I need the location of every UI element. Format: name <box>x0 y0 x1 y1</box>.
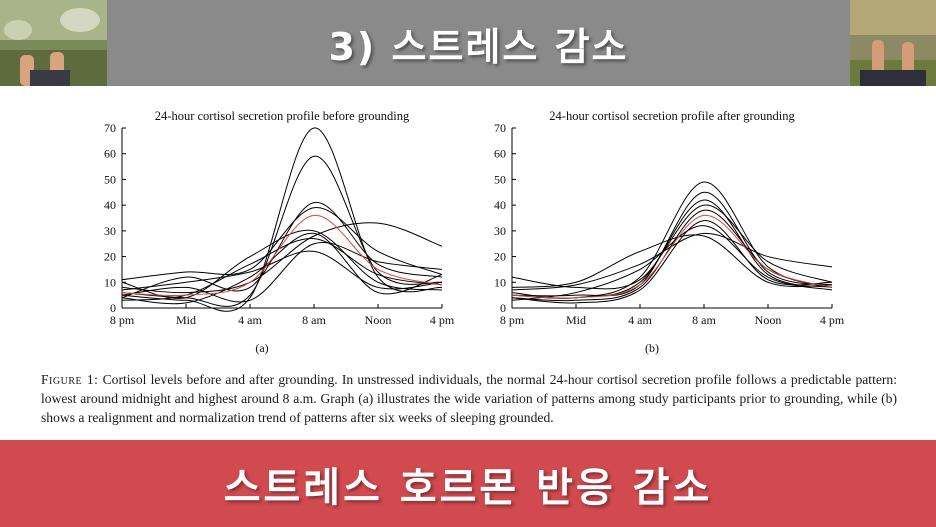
chart-svg-before: 24-hour cortisol secretion profile befor… <box>104 109 455 355</box>
series-line <box>511 191 833 297</box>
series-line <box>121 202 443 299</box>
series-line <box>121 232 443 305</box>
y-tick-label: 0 <box>110 301 116 315</box>
slide-title: 3) 스트레스 감소 <box>328 24 629 69</box>
x-tick-label: 4 pm <box>430 313 455 327</box>
x-tick-label: 8 am <box>302 313 326 327</box>
chart-title: 24-hour cortisol secretion profile after… <box>549 109 795 123</box>
y-tick-label: 60 <box>104 147 116 161</box>
y-tick-label: 50 <box>104 172 116 186</box>
chart-after-grounding: 24-hour cortisol secretion profile after… <box>482 100 852 367</box>
x-tick-label: 4 am <box>628 313 652 327</box>
x-tick-label: Mid <box>566 313 586 327</box>
y-tick-label: 0 <box>500 301 506 315</box>
chart-title: 24-hour cortisol secretion profile befor… <box>155 109 410 123</box>
y-tick-label: 30 <box>494 224 506 238</box>
x-tick-label: 8 pm <box>110 313 135 327</box>
x-tick-label: 4 pm <box>820 313 845 327</box>
caption-text: Cortisol levels before and after groundi… <box>41 372 897 425</box>
y-tick-label: 50 <box>494 172 506 186</box>
series-line <box>511 234 833 288</box>
highlight-series-line <box>511 214 833 299</box>
x-tick-label: Mid <box>176 313 196 327</box>
panel-label: (b) <box>645 341 659 355</box>
chart-svg-after: 24-hour cortisol secretion profile after… <box>494 109 845 355</box>
series-line <box>511 204 833 290</box>
bottom-banner: 스트레스 호르몬 반응 감소 <box>0 440 936 527</box>
x-tick-label: 4 am <box>238 313 262 327</box>
photo-left-feet-on-grass <box>0 0 107 86</box>
y-tick-label: 70 <box>494 121 506 135</box>
figure-caption: Figure 1: Cortisol levels before and aft… <box>41 370 897 427</box>
bottom-banner-text: 스트레스 호르몬 반응 감소 <box>223 464 713 511</box>
series-line <box>121 207 443 281</box>
series-line <box>511 199 833 299</box>
series-line <box>121 229 443 299</box>
title-bar: 3) 스트레스 감소 <box>0 0 936 86</box>
x-tick-label: 8 pm <box>500 313 525 327</box>
series-line <box>121 250 443 291</box>
series-line <box>121 241 443 303</box>
series-line <box>511 181 833 299</box>
chart-before-grounding: 24-hour cortisol secretion profile befor… <box>92 100 462 367</box>
y-tick-label: 20 <box>494 250 506 264</box>
series-line <box>511 225 833 301</box>
slide-title-band: 3) 스트레스 감소 <box>107 0 850 86</box>
series-line <box>121 127 443 312</box>
y-tick-label: 30 <box>104 224 116 238</box>
y-tick-label: 60 <box>494 147 506 161</box>
photo-right-feet-on-grass <box>850 0 936 86</box>
y-tick-label: 20 <box>104 250 116 264</box>
y-tick-label: 40 <box>494 198 506 212</box>
series-line <box>121 238 443 301</box>
y-tick-label: 70 <box>104 121 116 135</box>
y-tick-label: 10 <box>494 275 506 289</box>
panel-label: (a) <box>255 341 268 355</box>
x-tick-label: Noon <box>365 313 392 327</box>
y-tick-label: 40 <box>104 198 116 212</box>
x-tick-label: 8 am <box>692 313 716 327</box>
series-line <box>511 220 833 304</box>
highlight-series-line <box>121 214 443 297</box>
x-tick-label: Noon <box>755 313 782 327</box>
y-tick-label: 10 <box>104 275 116 289</box>
figure-label: Figure 1: <box>41 372 99 387</box>
